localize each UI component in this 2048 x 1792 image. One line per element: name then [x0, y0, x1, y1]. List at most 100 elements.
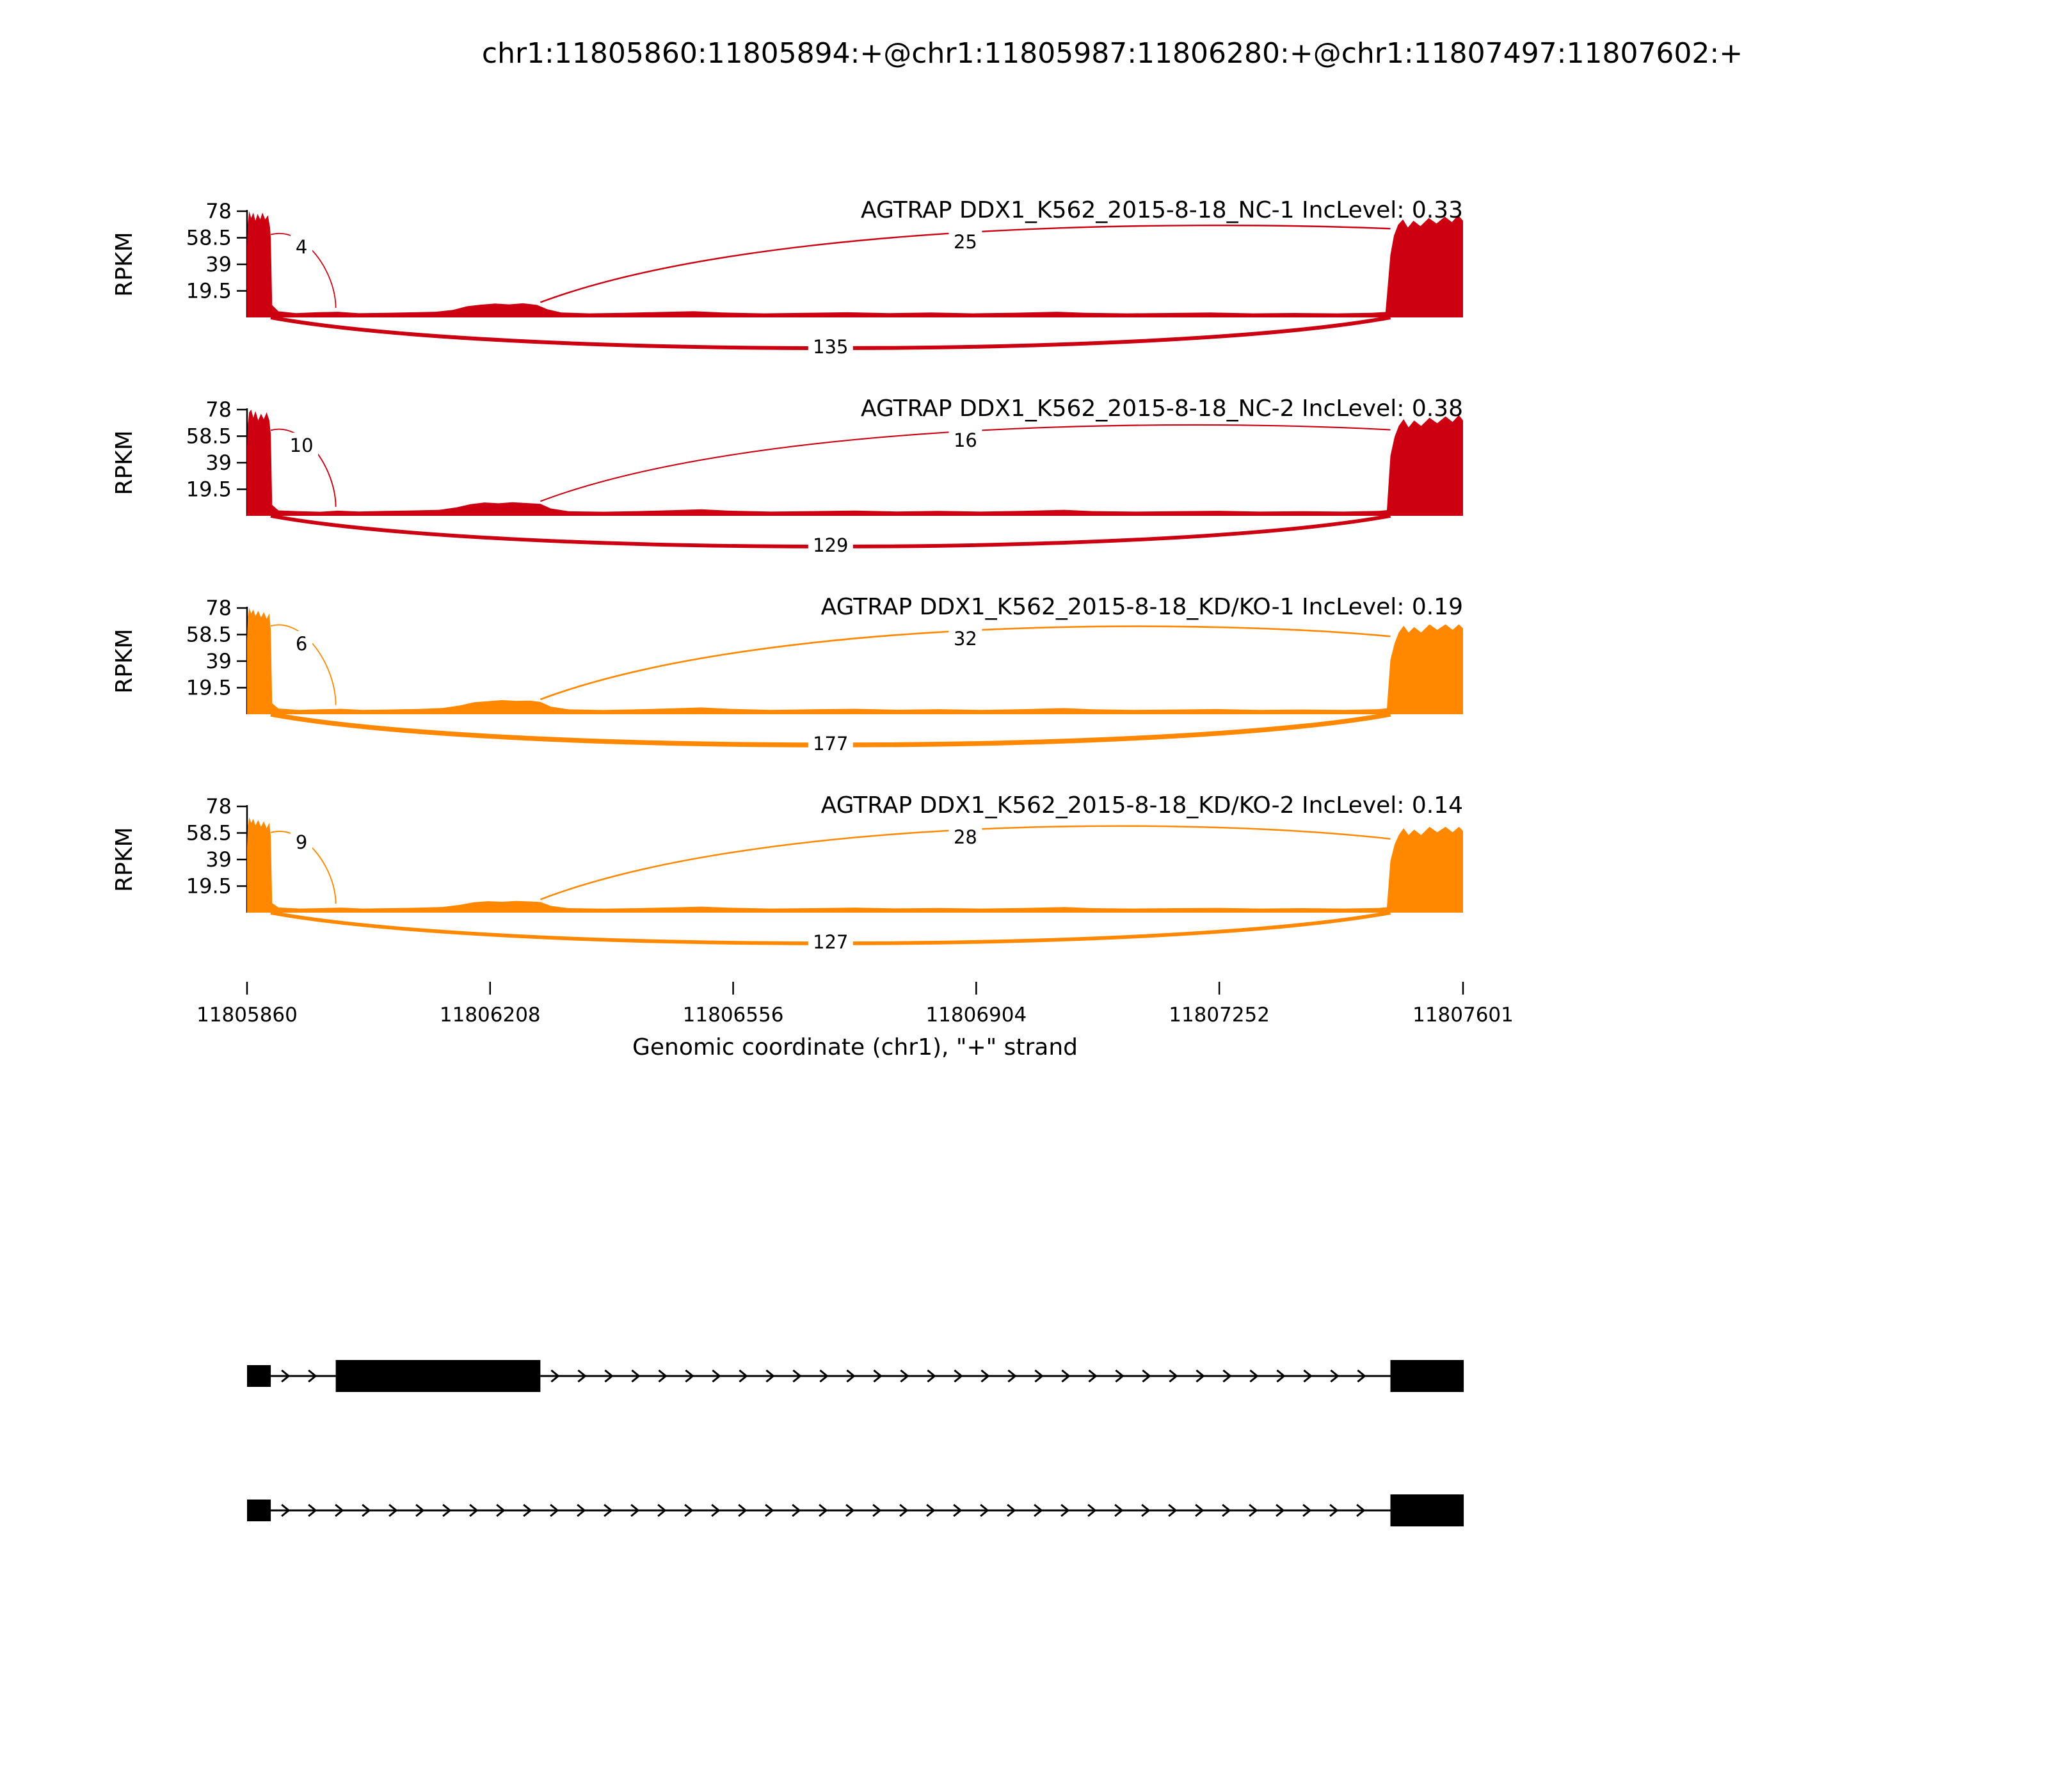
strand-arrow	[1330, 1369, 1340, 1383]
y-tick-label: 39	[205, 847, 232, 872]
strand-arrow	[658, 1369, 668, 1383]
junction-count: 129	[813, 534, 848, 556]
track-title: AGTRAP DDX1_K562_2015-8-18_KD/KO-1 IncLe…	[821, 594, 1463, 620]
strand-arrow	[1061, 1369, 1071, 1383]
junction-count: 32	[954, 628, 977, 650]
exon	[335, 1360, 541, 1392]
junction-count-bg	[808, 731, 853, 756]
y-axis-label: RPKM	[111, 827, 138, 892]
strand-arrow	[604, 1503, 613, 1517]
strand-arrow	[980, 1369, 990, 1383]
strand-arrow	[415, 1503, 425, 1517]
y-tick-label: 39	[205, 252, 232, 276]
y-tick-label: 19.5	[186, 477, 232, 502]
strand-arrow	[1195, 1503, 1204, 1517]
y-tick-label: 58.5	[186, 424, 232, 449]
x-tick-label: 11807252	[1169, 1004, 1270, 1027]
strand-arrow	[739, 1369, 748, 1383]
coverage-area	[247, 608, 1463, 714]
strand-arrow	[1276, 1503, 1285, 1517]
x-axis-label: Genomic coordinate (chr1), "+" strand	[632, 1034, 1078, 1060]
y-tick-label: 58.5	[186, 623, 232, 647]
junction-count: 25	[954, 231, 977, 253]
junction-count-bg	[808, 929, 853, 955]
strand-arrow	[1115, 1369, 1124, 1383]
strand-arrow	[1329, 1503, 1339, 1517]
strand-arrow	[1034, 1369, 1044, 1383]
strand-arrow	[523, 1503, 532, 1517]
strand-arrow	[577, 1369, 587, 1383]
y-tick-label: 19.5	[186, 279, 232, 303]
track-title: AGTRAP DDX1_K562_2015-8-18_NC-1 IncLevel…	[861, 197, 1463, 223]
strand-arrow	[1196, 1369, 1205, 1383]
junction-count: 16	[954, 429, 977, 451]
strand-arrow	[900, 1369, 909, 1383]
strand-arrow	[765, 1369, 775, 1383]
strand-arrow	[953, 1503, 963, 1517]
x-tick-label: 11806208	[440, 1004, 541, 1027]
strand-arrow	[550, 1369, 560, 1383]
y-axis-label: RPKM	[111, 430, 138, 495]
strand-arrow	[1007, 1503, 1016, 1517]
strand-arrow	[1168, 1503, 1178, 1517]
junction-count-bg	[948, 626, 982, 652]
exon	[1390, 1360, 1464, 1392]
y-tick-label: 58.5	[186, 821, 232, 845]
strand-arrow	[1276, 1369, 1286, 1383]
strand-arrow	[577, 1503, 586, 1517]
coverage-area	[247, 817, 1463, 913]
x-tick-label: 11805860	[196, 1004, 298, 1027]
strand-arrow	[1142, 1369, 1151, 1383]
strand-arrow	[712, 1369, 721, 1383]
strand-arrow	[1356, 1503, 1366, 1517]
strand-arrow	[496, 1503, 506, 1517]
junction-count-bg	[808, 532, 853, 558]
strand-arrow	[631, 1369, 641, 1383]
strand-arrow	[335, 1503, 344, 1517]
strand-arrow	[1141, 1503, 1151, 1517]
strand-arrow	[281, 1503, 291, 1517]
strand-arrow	[872, 1503, 882, 1517]
strand-arrow	[469, 1503, 479, 1517]
strand-arrow	[442, 1503, 452, 1517]
strand-arrow	[792, 1369, 802, 1383]
strand-arrow	[1249, 1503, 1258, 1517]
y-tick-label: 39	[205, 451, 232, 475]
strand-arrow	[308, 1369, 317, 1383]
junction-count: 127	[813, 931, 848, 953]
junction-arc	[270, 233, 337, 308]
strand-arrow	[846, 1369, 856, 1383]
strand-arrow	[927, 1369, 936, 1383]
gene-model-isoform	[247, 1360, 1464, 1392]
junction-count: 10	[290, 435, 314, 456]
strand-arrow	[550, 1503, 559, 1517]
strand-arrow	[362, 1503, 371, 1517]
strand-arrow	[980, 1503, 989, 1517]
strand-arrow	[1303, 1369, 1313, 1383]
strand-arrow	[926, 1503, 936, 1517]
strand-arrow	[1169, 1369, 1178, 1383]
x-tick-label: 11807601	[1412, 1004, 1514, 1027]
strand-arrow	[1222, 1503, 1231, 1517]
y-axis-label: RPKM	[111, 232, 138, 296]
strand-arrow	[1087, 1503, 1097, 1517]
strand-arrow	[308, 1503, 317, 1517]
junction-count-bg	[285, 433, 319, 458]
strand-arrow	[711, 1503, 721, 1517]
exon	[247, 1365, 271, 1387]
strand-arrow	[819, 1369, 829, 1383]
strand-arrow	[1088, 1369, 1098, 1383]
strand-arrow	[281, 1369, 291, 1383]
junction-count: 4	[296, 236, 307, 258]
strand-arrow	[792, 1503, 801, 1517]
strand-arrow	[873, 1369, 883, 1383]
junction-count: 6	[296, 633, 307, 655]
strand-arrow	[388, 1503, 398, 1517]
strand-arrow	[954, 1369, 963, 1383]
junction-count: 135	[813, 336, 848, 358]
junction-count-bg	[291, 829, 313, 855]
